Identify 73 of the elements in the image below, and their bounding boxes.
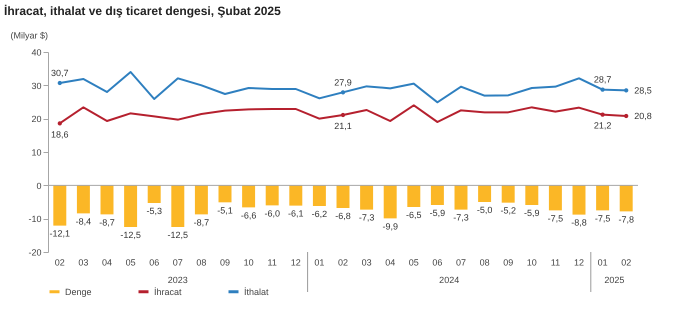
data-label: -6,2 bbox=[312, 209, 328, 219]
legend-label: İthalat bbox=[244, 286, 270, 297]
x-tick-label: 11 bbox=[268, 258, 277, 268]
x-tick-label: 01 bbox=[314, 258, 324, 268]
data-label: -7,5 bbox=[594, 213, 610, 224]
data-label: -9,9 bbox=[382, 221, 398, 232]
y-tick-label: 40 bbox=[31, 48, 42, 58]
data-label: -6,8 bbox=[335, 211, 351, 221]
y-tick-label: 30 bbox=[31, 80, 42, 91]
x-tick-label: 07 bbox=[172, 258, 183, 268]
data-label: -5,9 bbox=[524, 208, 540, 218]
data-label: -7,3 bbox=[453, 212, 469, 223]
chart-title: İhracat, ithalat ve dış ticaret dengesi, Şubat 2025 bbox=[4, 4, 282, 18]
legend-label: İhracat bbox=[154, 286, 182, 297]
data-label: -12,1 bbox=[50, 228, 70, 239]
data-label: 20,8 bbox=[634, 111, 652, 121]
text: 2023 bbox=[168, 275, 188, 285]
y-axis-title: (Milyar $) bbox=[10, 30, 48, 40]
data-label: 18,6 bbox=[51, 129, 69, 140]
data-label: -6,6 bbox=[240, 210, 256, 220]
x-tick-label: 10 bbox=[244, 258, 254, 268]
x-tick-label: 07 bbox=[456, 258, 466, 268]
data-label: -12,5 bbox=[120, 230, 141, 240]
x-tick-label: 09 bbox=[220, 258, 230, 268]
x-tick-label: 09 bbox=[503, 258, 514, 268]
x-tick-label: 02 bbox=[54, 258, 65, 268]
legend-label: Denge bbox=[65, 286, 92, 297]
x-tick-label: 01 bbox=[598, 258, 608, 268]
data-label: -6,1 bbox=[288, 208, 304, 219]
x-tick-label: 02 bbox=[338, 258, 348, 268]
data-label: -5,1 bbox=[217, 205, 233, 216]
x-tick-label: 06 bbox=[432, 258, 442, 268]
x-tick-label: 06 bbox=[149, 258, 160, 268]
data-label: -8,8 bbox=[571, 218, 587, 228]
x-tick-label: 04 bbox=[102, 258, 112, 268]
data-label: -7,3 bbox=[358, 212, 374, 223]
data-label: -8,7 bbox=[194, 217, 210, 228]
x-tick-label: 02 bbox=[621, 258, 632, 268]
data-label: 21,1 bbox=[334, 121, 352, 131]
data-label: -7,5 bbox=[548, 213, 564, 224]
x-tick-label: 10 bbox=[526, 258, 537, 268]
y-tick-label: 10 bbox=[31, 148, 42, 158]
data-label: -7,8 bbox=[618, 214, 634, 224]
x-tick-label: 03 bbox=[362, 258, 372, 268]
data-label: 21,2 bbox=[594, 120, 612, 131]
x-tick-label: 03 bbox=[78, 258, 88, 268]
data-label: -8,7 bbox=[99, 217, 115, 228]
x-tick-label: 04 bbox=[385, 258, 396, 268]
data-label: -8,4 bbox=[76, 216, 92, 226]
y-tick-label: -20 bbox=[28, 248, 42, 258]
x-tick-label: 11 bbox=[550, 258, 560, 268]
y-tick-label: 0 bbox=[36, 180, 42, 191]
x-tick-label: 08 bbox=[480, 258, 490, 268]
data-label: -12,5 bbox=[168, 230, 188, 240]
data-label: 30,7 bbox=[51, 68, 69, 78]
data-label: -5,9 bbox=[430, 208, 446, 218]
data-label: 27,9 bbox=[334, 77, 352, 88]
data-label: 28,5 bbox=[634, 85, 652, 96]
x-tick-label: 08 bbox=[196, 258, 206, 268]
x-tick-label: 12 bbox=[290, 258, 301, 268]
data-label: -5,3 bbox=[146, 206, 162, 216]
data-label: -5,2 bbox=[500, 206, 516, 216]
x-tick-label: 05 bbox=[126, 258, 136, 268]
text: 2024 bbox=[439, 275, 460, 285]
y-tick-label: -10 bbox=[28, 214, 42, 224]
y-tick-label: 20 bbox=[31, 114, 42, 124]
data-label: -5,0 bbox=[476, 205, 492, 215]
data-label: -6,0 bbox=[264, 208, 280, 218]
text: 2025 bbox=[604, 275, 624, 285]
data-label: 28,7 bbox=[594, 74, 612, 85]
data-label: -6,5 bbox=[406, 210, 422, 220]
x-tick-label: 12 bbox=[574, 258, 584, 268]
x-tick-label: 05 bbox=[408, 258, 419, 268]
